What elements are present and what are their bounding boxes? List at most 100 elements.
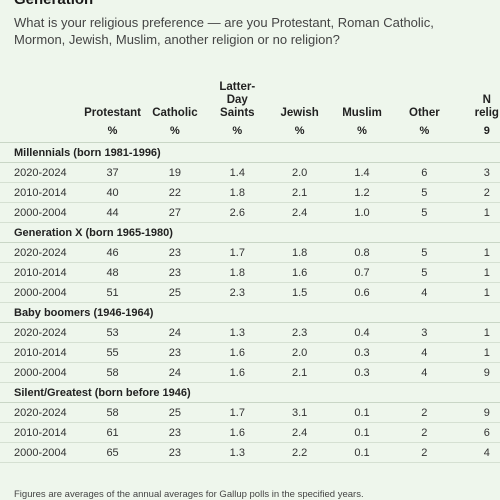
table-row: 2010-2014 55 23 1.6 2.0 0.3 4 1 <box>0 342 500 363</box>
table-cell: 1.7 <box>206 402 269 423</box>
table-cell: 1 <box>455 202 500 223</box>
table-cell: 51 <box>81 282 144 303</box>
period-label: 2000-2004 <box>0 442 82 463</box>
table-cell: 24 <box>143 362 207 383</box>
table-cell: 23 <box>143 342 207 363</box>
table-row: 2010-2014 48 23 1.8 1.6 0.7 5 1 <box>0 262 500 283</box>
column-header-line: Jewish <box>280 107 319 119</box>
table-cell: 25 <box>143 402 207 423</box>
period-label: 2020-2024 <box>0 242 82 263</box>
period-label: 2020-2024 <box>0 322 82 343</box>
table-cell: 2 <box>455 182 500 203</box>
table-row: 2020-2024 37 19 1.4 2.0 1.4 6 3 <box>0 162 500 183</box>
table-cell: 0.3 <box>330 362 394 383</box>
table-cell: 0.3 <box>330 342 394 363</box>
table-cell: 58 <box>81 362 144 383</box>
table-cell: 0.1 <box>330 402 394 423</box>
table-cell: 53 <box>81 322 144 343</box>
table-cell: 1.3 <box>206 322 269 343</box>
table-row: 2000-2004 44 27 2.6 2.4 1.0 5 1 <box>0 202 500 223</box>
table-cell: 1.0 <box>330 202 394 223</box>
table-row: 2020-2024 58 25 1.7 3.1 0.1 2 9 <box>0 402 500 423</box>
survey-question: What is your religious preference — are … <box>14 15 434 47</box>
table-cell: 65 <box>81 442 144 463</box>
column-header-line: N <box>482 94 491 106</box>
column-header-line: Protestant <box>84 107 141 119</box>
table-row: 2020-2024 53 24 1.3 2.3 0.4 3 1 <box>0 322 500 343</box>
table-cell: 1.2 <box>330 182 394 203</box>
table-row: 2000-2004 51 25 2.3 1.5 0.6 4 1 <box>0 282 500 303</box>
period-label: 2010-2014 <box>0 422 82 443</box>
unit-label: % <box>143 120 207 143</box>
table-cell: 44 <box>81 202 144 223</box>
period-label: 2020-2024 <box>0 162 82 183</box>
column-header-line: Other <box>409 107 440 119</box>
table-cell: 3 <box>455 162 500 183</box>
table-cell: 1 <box>455 242 500 263</box>
table-body: Millennials (born 1981-1996) 2020-2024 37 1… <box>0 142 500 463</box>
footnote: Figures are averages of the annual avera… <box>14 489 364 500</box>
table-title: Generation <box>14 0 93 8</box>
table-cell: 22 <box>143 182 207 203</box>
column-header: Muslim <box>331 78 393 120</box>
table-cell: 2.4 <box>268 422 331 443</box>
unit-label: % <box>206 120 269 143</box>
table-cell: 2.3 <box>268 322 331 343</box>
table-cell: 1.6 <box>206 362 269 383</box>
column-header-line: Catholic <box>152 107 198 119</box>
unit-label: % <box>268 120 331 143</box>
table-cell: 3 <box>393 322 456 343</box>
group-row: Generation X (born 1965-1980) <box>0 222 500 243</box>
table-cell: 1.6 <box>206 422 269 443</box>
table-cell: 1.8 <box>206 182 269 203</box>
table-cell: 1.6 <box>268 262 331 283</box>
column-header: Jewish <box>268 78 330 120</box>
unit-label-spacer <box>0 120 82 143</box>
table-cell: 2.4 <box>268 202 331 223</box>
column-header-line: Day <box>226 94 248 106</box>
period-label: 2000-2004 <box>0 282 82 303</box>
table-cell: 9 <box>455 362 500 383</box>
table-cell: 0.1 <box>330 442 394 463</box>
table-cell: 4 <box>455 442 500 463</box>
table-cell: 0.4 <box>330 322 394 343</box>
table-cell: 23 <box>143 442 207 463</box>
table-cell: 2.0 <box>268 162 331 183</box>
table-cell: 27 <box>143 202 207 223</box>
table-cell: 58 <box>81 402 144 423</box>
column-header-line: Muslim <box>342 107 382 119</box>
unit-label: % <box>330 120 394 143</box>
table-cell: 23 <box>143 422 207 443</box>
table-cell: 0.1 <box>330 422 394 443</box>
column-header: Protestant <box>81 78 143 120</box>
column-header: Catholic <box>144 78 206 120</box>
table-cell: 55 <box>81 342 144 363</box>
table-cell: 0.7 <box>330 262 394 283</box>
group-row: Baby boomers (1946-1964) <box>0 302 500 323</box>
table-cell: 23 <box>143 242 207 263</box>
table-cell: 2.3 <box>206 282 269 303</box>
table-cell: 19 <box>143 162 207 183</box>
table-cell: 1 <box>455 262 500 283</box>
column-header-line: relig <box>474 107 499 119</box>
period-label: 2010-2014 <box>0 342 82 363</box>
table-cell: 5 <box>393 202 456 223</box>
unit-label: % <box>393 120 456 143</box>
table-cell: 0.8 <box>330 242 394 263</box>
table-cell: 40 <box>81 182 144 203</box>
unit-row: %%%%%% 9 <box>0 120 500 143</box>
table-header: Protestant Catholic Latter- Day Saints Jewish… <box>0 78 500 143</box>
table-cell: 1.4 <box>330 162 394 183</box>
table-cell: 2.6 <box>206 202 269 223</box>
table-cell: 4 <box>393 362 456 383</box>
table-cell: 61 <box>81 422 144 443</box>
group-label: Millennials (born 1981-1996) <box>0 142 500 163</box>
table-cell: 48 <box>81 262 144 283</box>
table-cell: 2 <box>393 442 456 463</box>
table-row: 2010-2014 61 23 1.6 2.4 0.1 2 6 <box>0 422 500 443</box>
table-cell: 6 <box>393 162 456 183</box>
table-cell: 2.0 <box>268 342 331 363</box>
column-header: Latter- Day Saints <box>206 78 268 120</box>
group-row: Millennials (born 1981-1996) <box>0 142 500 163</box>
